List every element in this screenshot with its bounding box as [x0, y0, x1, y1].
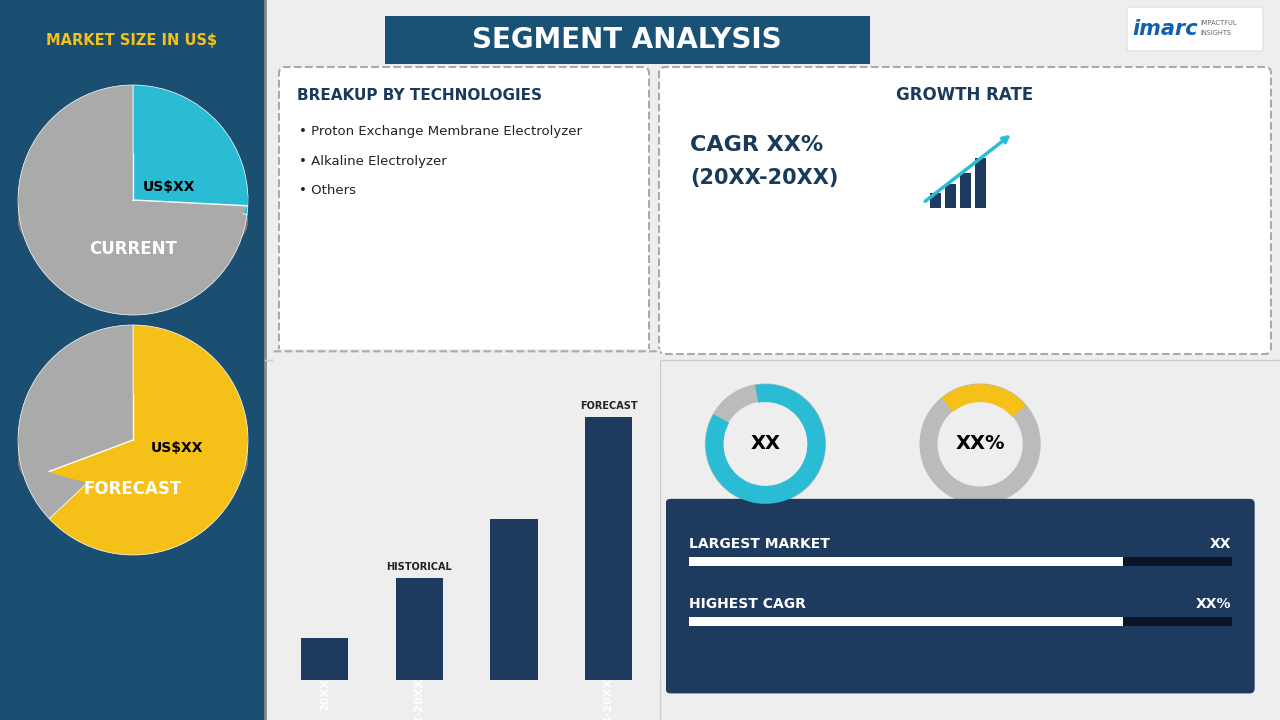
FancyBboxPatch shape: [689, 616, 1123, 626]
Text: INSIGHTS: INSIGHTS: [1201, 30, 1231, 36]
FancyBboxPatch shape: [689, 557, 1231, 566]
Text: XX: XX: [750, 434, 781, 454]
FancyBboxPatch shape: [689, 616, 1231, 626]
Text: SEGMENT ANALYSIS: SEGMENT ANALYSIS: [472, 26, 782, 54]
Circle shape: [705, 384, 826, 504]
Polygon shape: [49, 439, 248, 508]
FancyBboxPatch shape: [945, 184, 956, 208]
Polygon shape: [18, 394, 133, 472]
Polygon shape: [49, 394, 248, 486]
Ellipse shape: [18, 416, 248, 508]
Bar: [301, 638, 348, 680]
Bar: [396, 578, 443, 680]
Ellipse shape: [18, 154, 248, 246]
Wedge shape: [49, 325, 248, 555]
Text: BREAKUP BY TECHNOLOGIES: BREAKUP BY TECHNOLOGIES: [297, 88, 541, 102]
Polygon shape: [18, 438, 49, 493]
Text: • Proton Exchange Membrane Electrolyzer: • Proton Exchange Membrane Electrolyzer: [300, 125, 582, 138]
FancyBboxPatch shape: [385, 16, 870, 64]
Polygon shape: [18, 154, 247, 246]
Text: FORECAST: FORECAST: [84, 480, 182, 498]
FancyBboxPatch shape: [265, 0, 1280, 720]
Bar: [490, 519, 538, 680]
Text: LARGEST MARKET: LARGEST MARKET: [689, 536, 829, 551]
Text: US$XX: US$XX: [151, 441, 204, 454]
Text: imarc: imarc: [1133, 19, 1198, 39]
FancyBboxPatch shape: [666, 499, 1254, 693]
FancyBboxPatch shape: [279, 67, 649, 354]
FancyBboxPatch shape: [960, 173, 972, 208]
FancyBboxPatch shape: [1126, 7, 1263, 51]
Text: MARKET SIZE IN US$: MARKET SIZE IN US$: [46, 32, 218, 48]
Circle shape: [938, 402, 1021, 486]
Text: HIGHEST CAGR: HIGHEST CAGR: [689, 597, 805, 611]
Ellipse shape: [18, 394, 248, 486]
FancyBboxPatch shape: [659, 67, 1271, 354]
Polygon shape: [18, 200, 247, 268]
Text: HISTORICAL: HISTORICAL: [387, 562, 452, 572]
FancyBboxPatch shape: [931, 193, 941, 208]
Circle shape: [723, 402, 808, 486]
Wedge shape: [705, 384, 826, 504]
Text: US$XX: US$XX: [143, 180, 196, 194]
Circle shape: [920, 384, 1039, 504]
Text: • Others: • Others: [300, 184, 356, 197]
Text: • Alkaline Electrolyzer: • Alkaline Electrolyzer: [300, 155, 447, 168]
Wedge shape: [18, 325, 133, 518]
Text: GROWTH RATE: GROWTH RATE: [896, 86, 1034, 104]
Wedge shape: [942, 384, 1027, 417]
Wedge shape: [18, 85, 247, 315]
Text: XX%: XX%: [1197, 597, 1231, 611]
Text: CURRENT: CURRENT: [90, 240, 177, 258]
FancyBboxPatch shape: [689, 557, 1123, 566]
Text: FORECAST: FORECAST: [580, 401, 637, 411]
Text: CAGR XX%: CAGR XX%: [690, 135, 823, 155]
Wedge shape: [133, 85, 248, 215]
Text: XX%: XX%: [955, 434, 1005, 454]
Text: IMPACTFUL: IMPACTFUL: [1201, 20, 1236, 26]
Polygon shape: [133, 154, 248, 206]
Bar: [585, 417, 632, 680]
Text: (20XX-20XX): (20XX-20XX): [690, 168, 838, 188]
FancyBboxPatch shape: [975, 158, 986, 208]
Ellipse shape: [18, 176, 248, 268]
Text: XX: XX: [1210, 536, 1231, 551]
